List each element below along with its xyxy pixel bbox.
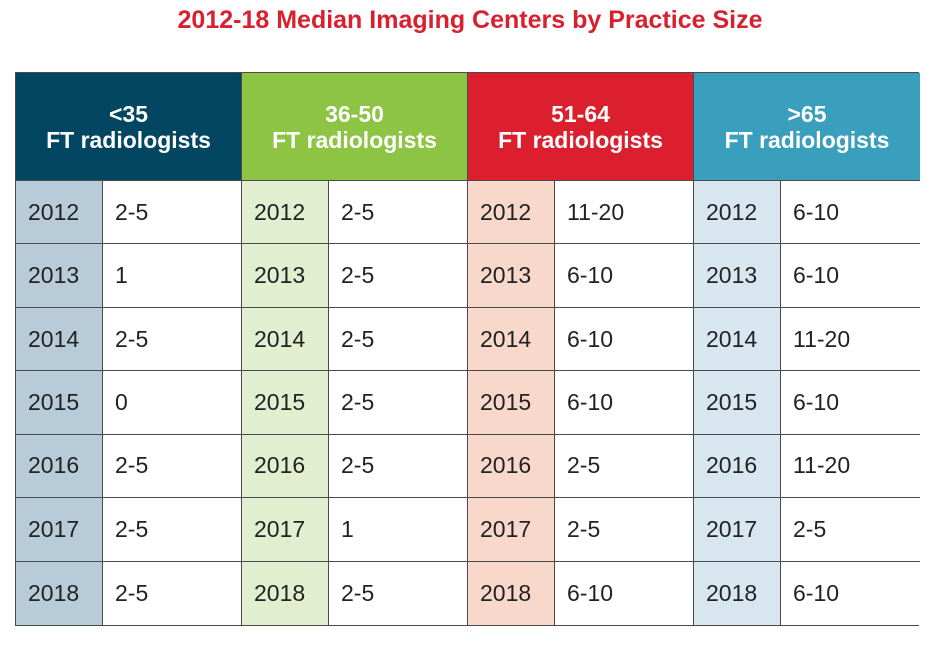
year-cell: 2018 xyxy=(694,561,781,625)
value-cell: 2-5 xyxy=(329,434,468,499)
year-cell: 2012 xyxy=(468,181,555,245)
value-cell: 0 xyxy=(103,371,242,435)
value-cell: 2-5 xyxy=(329,561,468,625)
value-cell: 6-10 xyxy=(781,561,920,625)
group-header-unit: FT radiologists xyxy=(46,126,211,153)
year-cell: 2017 xyxy=(16,498,103,562)
year-cell: 2018 xyxy=(16,561,103,625)
year-cell: 2016 xyxy=(694,434,781,499)
year-cell: 2017 xyxy=(694,498,781,562)
group-header: 51-64 FT radiologists xyxy=(468,73,694,181)
year-cell: 2013 xyxy=(468,244,555,308)
value-cell: 2-5 xyxy=(103,307,242,372)
year-cell: 2016 xyxy=(468,434,555,499)
year-cell: 2014 xyxy=(694,307,781,372)
value-cell: 2-5 xyxy=(103,498,242,562)
value-cell: 6-10 xyxy=(555,371,694,435)
value-cell: 11-20 xyxy=(781,434,920,499)
value-cell: 2-5 xyxy=(555,498,694,562)
year-cell: 2014 xyxy=(16,307,103,372)
year-cell: 2016 xyxy=(16,434,103,499)
year-cell: 2017 xyxy=(468,498,555,562)
chart-title: 2012-18 Median Imaging Centers by Practi… xyxy=(177,6,763,34)
year-cell: 2014 xyxy=(468,307,555,372)
value-cell: 2-5 xyxy=(103,181,242,245)
year-cell: 2015 xyxy=(16,371,103,435)
year-cell: 2014 xyxy=(242,307,329,372)
value-cell: 6-10 xyxy=(555,307,694,372)
value-cell: 6-10 xyxy=(781,181,920,245)
year-cell: 2018 xyxy=(468,561,555,625)
value-cell: 6-10 xyxy=(555,244,694,308)
year-cell: 2012 xyxy=(694,181,781,245)
value-cell: 2-5 xyxy=(329,307,468,372)
value-cell: 2-5 xyxy=(555,434,694,499)
value-cell: 11-20 xyxy=(555,181,694,245)
year-cell: 2015 xyxy=(242,371,329,435)
value-cell: 6-10 xyxy=(781,371,920,435)
year-cell: 2015 xyxy=(694,371,781,435)
group-header-range: >65 xyxy=(787,100,827,127)
value-cell: 2-5 xyxy=(781,498,920,562)
group-header: >65 FT radiologists xyxy=(694,73,920,181)
group-header-range: 36-50 xyxy=(325,100,384,127)
value-cell: 2-5 xyxy=(103,561,242,625)
group-header: <35 FT radiologists xyxy=(16,73,242,181)
group-header-range: <35 xyxy=(108,100,148,127)
year-cell: 2012 xyxy=(16,181,103,245)
year-cell: 2016 xyxy=(242,434,329,499)
value-cell: 1 xyxy=(329,498,468,562)
group-header-unit: FT radiologists xyxy=(498,126,663,153)
value-cell: 2-5 xyxy=(329,371,468,435)
year-cell: 2012 xyxy=(242,181,329,245)
data-table: <35 FT radiologists 36-50 FT radiologists 51… xyxy=(15,72,920,626)
year-cell: 2018 xyxy=(242,561,329,625)
year-cell: 2013 xyxy=(694,244,781,308)
group-header-range: 51-64 xyxy=(551,100,610,127)
value-cell: 2-5 xyxy=(103,434,242,499)
value-cell: 6-10 xyxy=(555,561,694,625)
value-cell: 11-20 xyxy=(781,307,920,372)
value-cell: 2-5 xyxy=(329,244,468,308)
year-cell: 2015 xyxy=(468,371,555,435)
value-cell: 6-10 xyxy=(781,244,920,308)
year-cell: 2013 xyxy=(16,244,103,308)
year-cell: 2013 xyxy=(242,244,329,308)
value-cell: 2-5 xyxy=(329,181,468,245)
year-cell: 2017 xyxy=(242,498,329,562)
group-header: 36-50 FT radiologists xyxy=(242,73,468,181)
value-cell: 1 xyxy=(103,244,242,308)
group-header-unit: FT radiologists xyxy=(272,126,437,153)
group-header-unit: FT radiologists xyxy=(724,126,890,153)
